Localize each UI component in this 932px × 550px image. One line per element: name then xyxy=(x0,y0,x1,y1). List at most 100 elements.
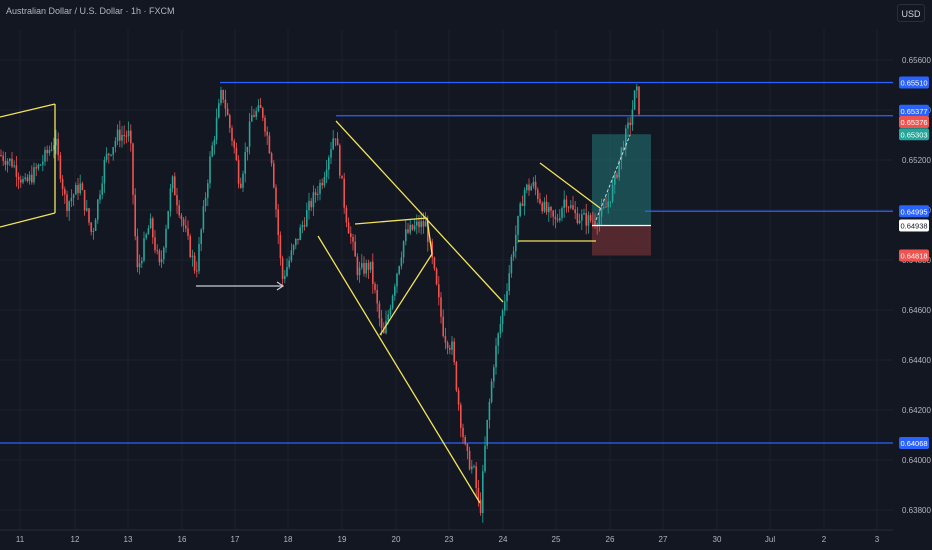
candle-body xyxy=(193,255,196,271)
candle-body xyxy=(103,159,106,184)
candle-body xyxy=(284,276,286,279)
candle-body xyxy=(488,401,491,420)
candle-body xyxy=(330,149,332,158)
candle-body xyxy=(433,257,436,269)
candle-body xyxy=(372,261,374,284)
candle-body xyxy=(517,216,519,235)
candle-body xyxy=(510,256,513,274)
candle-body xyxy=(176,195,178,206)
x-tick-label: 13 xyxy=(124,535,133,544)
candle-body xyxy=(79,183,81,194)
candle-body xyxy=(121,135,123,141)
candle-body xyxy=(482,471,484,514)
candle-body xyxy=(59,155,62,180)
candle-body xyxy=(33,167,35,183)
trendline[interactable] xyxy=(0,103,56,118)
candle-body xyxy=(495,345,497,368)
svg-text:0.65510: 0.65510 xyxy=(900,79,927,88)
candle-body xyxy=(592,220,594,222)
projection-line[interactable] xyxy=(595,134,631,221)
candle-body xyxy=(15,165,18,177)
candle-body xyxy=(409,224,411,233)
price-label-level[interactable]: 0.64068 xyxy=(899,437,929,449)
x-tick-label: 17 xyxy=(231,535,240,544)
candle-body xyxy=(453,341,455,363)
price-label-level[interactable]: 0.64995 xyxy=(899,205,929,218)
candle-body xyxy=(229,115,231,128)
candle-body xyxy=(319,182,321,194)
x-tick-label: 23 xyxy=(445,535,454,544)
candle-body xyxy=(75,185,77,195)
y-tick-label: 0.65200 xyxy=(902,156,931,165)
trendline[interactable] xyxy=(426,217,433,255)
candle-body xyxy=(332,138,334,150)
candle-body xyxy=(334,138,337,140)
trendline[interactable] xyxy=(539,162,601,209)
candle-body xyxy=(196,270,198,272)
candle-body xyxy=(614,174,616,185)
horizontal-levels[interactable] xyxy=(0,81,893,444)
price-label-level[interactable]: 0.65510 xyxy=(899,76,929,89)
candle-body xyxy=(259,105,262,108)
candle-body xyxy=(174,176,176,196)
candle-body xyxy=(13,165,15,167)
candle-body xyxy=(237,160,240,184)
x-tick-label: 25 xyxy=(552,535,561,544)
chart-grid xyxy=(0,30,893,530)
candle-body xyxy=(149,218,152,229)
candle-body xyxy=(37,164,40,169)
trendline-drawings[interactable] xyxy=(0,103,651,504)
trendline[interactable] xyxy=(379,253,433,336)
candle-body xyxy=(46,149,48,154)
candle-body xyxy=(61,179,64,190)
price-label-price[interactable]: 0.65376 xyxy=(899,116,929,128)
candle-body xyxy=(200,229,202,245)
candle-body xyxy=(552,210,554,217)
candle-body xyxy=(545,201,548,213)
candle-body xyxy=(444,336,447,343)
currency-button[interactable]: USD xyxy=(897,4,925,22)
candle-body xyxy=(39,164,42,166)
candle-body xyxy=(138,263,141,268)
candle-body xyxy=(339,145,341,176)
candle-body xyxy=(253,115,255,117)
time-axis[interactable]: 11 12 13 16 17 18 19 20 23 24 25 26 27 30 Jul 2 3 xyxy=(0,529,893,544)
candle-body xyxy=(94,219,97,231)
candle-body xyxy=(22,178,24,183)
price-label-target[interactable]: 0.65303 xyxy=(899,128,929,141)
trendline[interactable] xyxy=(0,212,56,228)
candle-body xyxy=(156,250,158,252)
candle-body xyxy=(42,161,44,165)
trendline[interactable] xyxy=(354,217,428,225)
trendline[interactable] xyxy=(317,235,481,504)
candle-body xyxy=(257,105,260,111)
candle-body xyxy=(550,206,552,211)
price-label-level[interactable]: 0.65377 xyxy=(899,104,929,117)
candle-body xyxy=(116,129,119,141)
stop-zone[interactable] xyxy=(592,225,651,256)
trendline[interactable] xyxy=(335,120,504,303)
candle-body xyxy=(565,199,568,208)
candle-body xyxy=(345,207,348,223)
x-tick-label: 27 xyxy=(659,535,668,544)
candle-body xyxy=(110,154,112,156)
price-axis[interactable]: 0.656000.654000.652000.650000.648000.646… xyxy=(893,0,932,550)
candle-body xyxy=(589,215,592,221)
candle-body xyxy=(420,221,422,228)
candle-body xyxy=(207,183,209,198)
candle-body xyxy=(508,273,510,292)
svg-text:0.65376: 0.65376 xyxy=(900,118,927,127)
candle-body xyxy=(114,140,117,148)
candle-body xyxy=(303,225,306,227)
candle-body xyxy=(123,135,125,137)
candle-body xyxy=(165,228,167,248)
candle-body xyxy=(422,221,425,227)
price-label-entry[interactable]: 0.64938 xyxy=(899,219,929,232)
price-label-stop[interactable]: 0.64818 xyxy=(899,249,929,262)
candle-body xyxy=(499,323,502,334)
candle-body xyxy=(88,208,90,223)
y-tick-label: 0.64000 xyxy=(902,456,931,465)
candle-body xyxy=(466,444,469,451)
price-axis-panel xyxy=(893,0,932,550)
